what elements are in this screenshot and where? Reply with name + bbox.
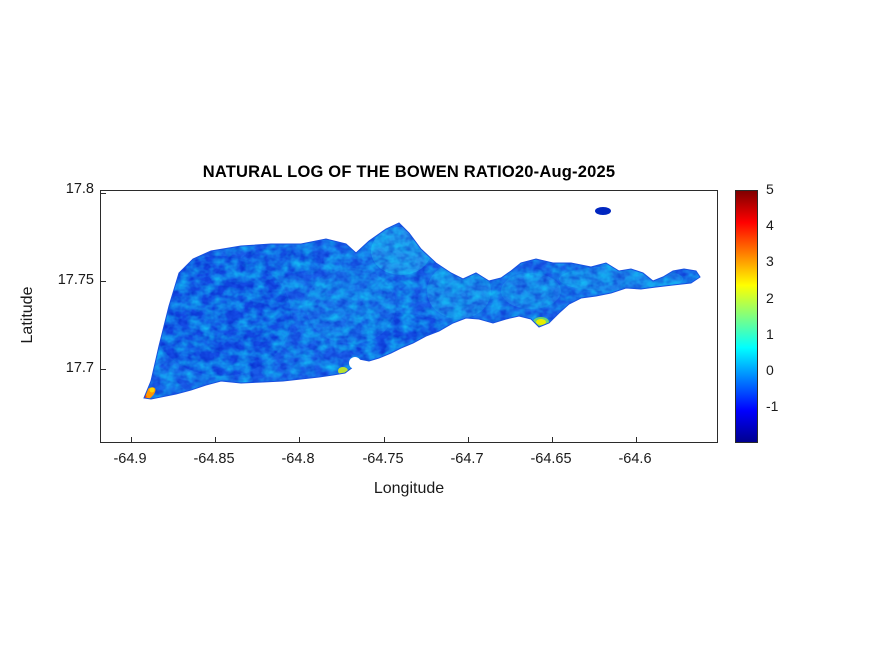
x-tick-mark [384, 437, 385, 442]
x-tick-mark [215, 437, 216, 442]
hotspot-yellow-fringe [149, 387, 155, 393]
x-tick-label: -64.65 [530, 451, 572, 467]
x-tick-label: -64.75 [362, 451, 404, 467]
y-tick-label: 17.75 [57, 272, 94, 288]
colorbar-tick-label: 3 [766, 253, 774, 269]
x-tick-label: -64.9 [113, 451, 147, 467]
hotspot-yellow-east [536, 319, 546, 325]
y-tick-mark [101, 193, 106, 194]
x-axis-label: Longitude [373, 480, 445, 497]
y-tick-mark [101, 369, 106, 370]
x-tick-mark [468, 437, 469, 442]
colorbar-tick-label: 1 [766, 326, 774, 342]
x-tick-mark [131, 437, 132, 442]
y-tick-label: 17.8 [65, 181, 94, 197]
island-heatmap-svg [143, 207, 701, 400]
y-tick-label: 17.7 [65, 360, 94, 376]
colorbar-tick-label: -1 [766, 398, 779, 414]
colorbar-tick-label: 4 [766, 217, 774, 233]
plot-area [100, 190, 718, 443]
coastline [143, 222, 701, 400]
colorbar [735, 190, 758, 443]
x-tick-label: -64.7 [450, 451, 484, 467]
colorbar-tick-label: 5 [766, 181, 774, 197]
x-tick-mark [552, 437, 553, 442]
x-tick-mark [636, 437, 637, 442]
offshore-islet [595, 207, 611, 215]
x-tick-label: -64.8 [281, 451, 315, 467]
white-cove-gap [349, 357, 361, 369]
x-tick-label: -64.6 [618, 451, 652, 467]
colorbar-tick-label: 2 [766, 290, 774, 306]
colorbar-tick-label: 0 [766, 362, 774, 378]
x-tick-mark [299, 437, 300, 442]
chart-title: NATURAL LOG OF THE BOWEN RATIO20-Aug-202… [202, 163, 616, 181]
y-tick-mark [101, 281, 106, 282]
x-tick-label: -64.85 [193, 451, 235, 467]
